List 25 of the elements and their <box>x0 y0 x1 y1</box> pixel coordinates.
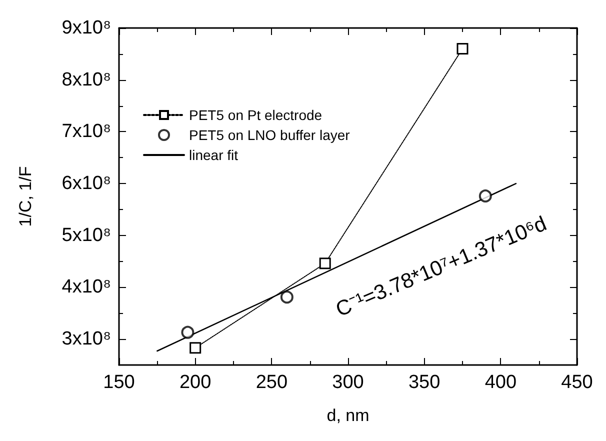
point <box>319 258 331 270</box>
point <box>478 189 492 202</box>
x-tick-label: 350 <box>408 372 440 393</box>
x-tick-label: 400 <box>484 372 517 393</box>
x-tick-label: 450 <box>561 372 593 393</box>
legend-label: PET5 on LNO buffer layer <box>189 127 350 143</box>
y-tick-label: 5x10⁸ <box>62 224 111 246</box>
x-tick-label: 200 <box>179 372 212 393</box>
y-tick-label: 8x10⁸ <box>62 69 111 90</box>
point <box>456 42 468 54</box>
point <box>280 290 294 304</box>
x-tick-label: 300 <box>332 372 364 393</box>
x-tick-label: 250 <box>256 372 288 393</box>
x-tick-label: 150 <box>103 372 135 393</box>
legend-label: PET5 on Pt electrode <box>189 107 322 123</box>
y-tick-label: 7x10⁸ <box>62 121 111 142</box>
y-tick-label: 9x10⁸ <box>62 18 111 38</box>
point <box>190 342 202 354</box>
legend-label: linear fit <box>189 147 238 163</box>
y-tick-label: 6x10⁸ <box>62 173 111 194</box>
x-axis-title: d, nm <box>326 406 370 425</box>
y-axis-title: 1/C, 1/F <box>16 166 35 227</box>
y-tick-label: 3x10⁸ <box>62 328 111 350</box>
y-tick-label: 4x10⁸ <box>62 276 111 298</box>
point <box>181 326 194 339</box>
